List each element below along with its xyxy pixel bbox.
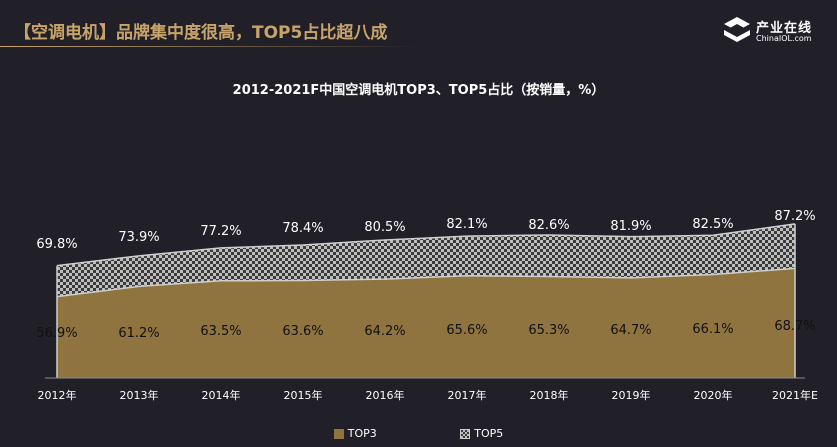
data-label-top5: 82.1% — [446, 217, 487, 232]
chart-legend: TOP3 TOP5 — [0, 426, 837, 442]
legend-swatch-top5 — [460, 428, 471, 439]
data-label-top5: 81.9% — [610, 219, 651, 234]
x-tick-label: 2021年E — [772, 388, 818, 402]
x-tick-label: 2019年 — [612, 388, 651, 402]
data-label-top3: 66.1% — [692, 322, 733, 337]
legend-item-top3: TOP3 — [333, 426, 377, 440]
legend-swatch-top3 — [333, 428, 344, 439]
logo-subtext: ChinaIOL.com — [756, 34, 812, 43]
chart-title: 2012-2021F中国空调电机TOP3、TOP5占比（按销量，%） — [232, 83, 605, 98]
legend-item-top5: TOP5 — [460, 427, 503, 440]
logo-text: 产业在线 — [756, 21, 813, 36]
logo: 产业在线 ChinaIOL.com — [722, 16, 832, 44]
data-label-top5: 87.2% — [774, 209, 815, 224]
data-label-top3: 68.7% — [774, 319, 815, 334]
series-line-top5 — [56, 223, 796, 267]
data-label-top5: 73.9% — [118, 230, 159, 245]
data-label-top3: 63.5% — [200, 324, 241, 339]
data-label-top3: 64.7% — [610, 323, 651, 338]
data-label-top3: 65.3% — [528, 323, 569, 338]
data-label-top5: 82.6% — [528, 218, 569, 233]
logo-icon — [724, 17, 750, 42]
title-underline — [0, 46, 420, 47]
x-tick-label: 2014年 — [202, 388, 241, 402]
data-label-top3: 61.2% — [118, 326, 159, 341]
x-tick-label: 2016年 — [366, 388, 405, 402]
data-label-top5: 82.5% — [692, 217, 733, 232]
data-label-top3: 56.9% — [36, 326, 77, 341]
header: 【空调电机】品牌集中度很高，TOP5占比超八成 产业在线 ChinaIOL.co… — [0, 0, 837, 56]
data-label-top5: 80.5% — [364, 220, 405, 235]
data-label-top5: 78.4% — [282, 221, 323, 236]
series-line-top3 — [56, 267, 796, 298]
x-tick-label: 2012年 — [38, 388, 77, 402]
data-label-top5: 77.2% — [200, 224, 241, 239]
data-label-top3: 65.6% — [446, 323, 487, 338]
x-tick-label: 2018年 — [530, 388, 569, 402]
x-tick-label: 2015年 — [284, 388, 323, 402]
data-label-top3: 64.2% — [364, 324, 405, 339]
data-label-top5: 69.8% — [36, 237, 77, 252]
data-label-top3: 63.6% — [282, 324, 323, 339]
x-tick-label: 2013年 — [120, 388, 159, 402]
x-tick-label: 2020年 — [694, 388, 733, 402]
legend-label-top3: TOP3 — [347, 426, 377, 440]
x-tick-label: 2017年 — [448, 388, 487, 402]
legend-label-top5: TOP5 — [474, 426, 504, 440]
page-title: 【空调电机】品牌集中度很高，TOP5占比超八成 — [14, 23, 388, 43]
series-area-top3 — [57, 268, 795, 378]
